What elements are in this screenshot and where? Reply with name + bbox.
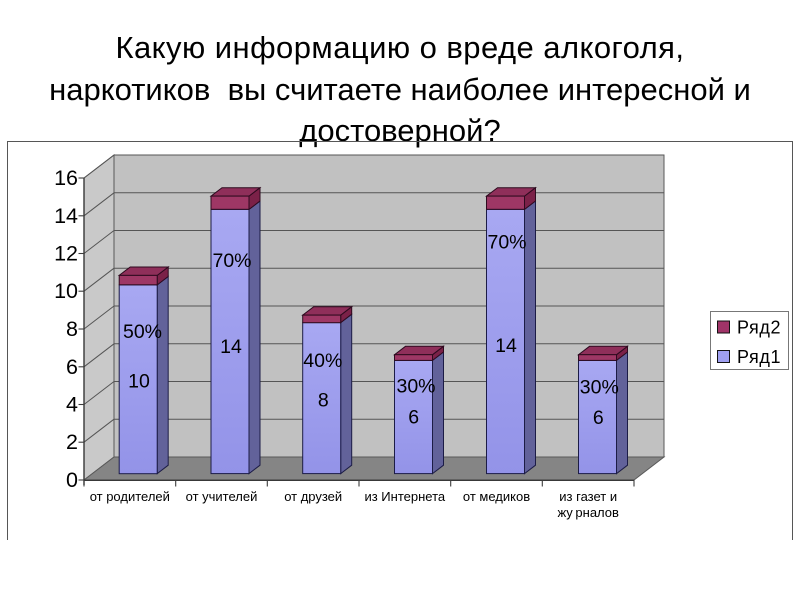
svg-text:от друзей: от друзей: [284, 489, 342, 504]
svg-text:30%: 30%: [580, 376, 619, 398]
svg-text:14: 14: [495, 335, 517, 357]
svg-text:от родителей: от родителей: [90, 489, 170, 504]
svg-text:от учителей: от учителей: [186, 489, 258, 504]
svg-text:50%: 50%: [123, 321, 162, 343]
svg-text:14: 14: [220, 336, 242, 358]
svg-text:6: 6: [408, 407, 419, 429]
svg-text:14: 14: [54, 204, 78, 228]
svg-text:40%: 40%: [303, 350, 342, 372]
svg-text:10: 10: [54, 279, 78, 303]
svg-text:от медиков: от медиков: [463, 489, 530, 504]
svg-text:12: 12: [54, 242, 78, 266]
svg-text:Ряд2: Ряд2: [737, 318, 781, 338]
svg-text:6: 6: [66, 355, 78, 379]
svg-text:жу рналов: жу рналов: [557, 505, 619, 520]
svg-text:30%: 30%: [396, 376, 435, 398]
svg-text:Ряд1: Ряд1: [737, 347, 781, 367]
svg-text:8: 8: [66, 317, 78, 341]
svg-text:4: 4: [66, 393, 78, 417]
svg-text:0: 0: [66, 468, 78, 492]
svg-text:16: 16: [54, 166, 78, 190]
svg-text:из Интернета: из Интернета: [364, 489, 445, 504]
svg-text:10: 10: [128, 371, 150, 393]
svg-text:70%: 70%: [487, 232, 526, 254]
svg-text:6: 6: [593, 407, 604, 429]
svg-text:2: 2: [66, 430, 78, 454]
svg-text:из газет и: из газет и: [559, 489, 617, 504]
svg-text:70%: 70%: [212, 250, 251, 272]
svg-text:8: 8: [318, 390, 329, 412]
